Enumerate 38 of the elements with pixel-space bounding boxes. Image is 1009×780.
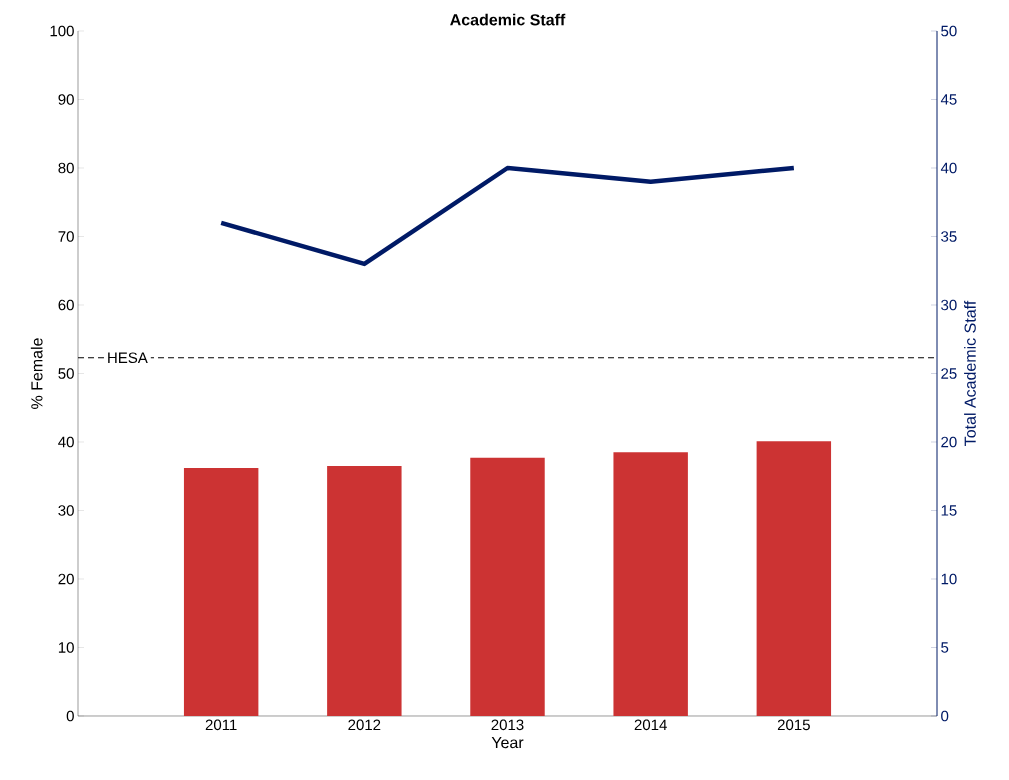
y-axis-title: % Female [30, 338, 43, 409]
y-tick-label: 20 [58, 573, 74, 585]
ref-line-label: HESA [108, 352, 148, 364]
x-tick-label: 2012 [348, 719, 381, 731]
y-tick-label: 30 [58, 505, 74, 516]
y-tick-label: 60 [58, 299, 74, 311]
y-tick-label: 40 [58, 436, 74, 448]
bar [756, 441, 832, 716]
y2-tick-label: 35 [941, 231, 957, 242]
y2-tick-label: 20 [941, 436, 957, 448]
y-tick-label: 50 [58, 368, 74, 379]
y2-tick-label: 40 [940, 162, 957, 174]
y2-tick-label: 15 [941, 505, 957, 516]
y-tick-label: 90 [58, 94, 74, 105]
y2-tick-label: 30 [941, 299, 957, 311]
y2-tick-label: 25 [941, 368, 957, 379]
y2-tick-label: 0 [941, 710, 949, 722]
y2-tick-label: 5 [941, 642, 949, 653]
bar [613, 452, 688, 716]
bar [470, 457, 545, 716]
chart-title: Academic Staff [450, 13, 566, 26]
y2-tick-label: 10 [941, 573, 957, 585]
line-series [218, 165, 797, 267]
y2-tick-label: 45 [940, 94, 957, 105]
y-tick-label: 80 [58, 162, 74, 174]
x-tick-label: 2014 [634, 719, 667, 731]
y2-axis-title: Total Academic Staff [964, 300, 976, 446]
x-tick-label: 2013 [491, 719, 524, 731]
x-tick-label: 2011 [205, 719, 237, 731]
x-axis-title: Year [491, 737, 524, 749]
y2-tick-label: 50 [941, 25, 957, 37]
x-tick-label: 2015 [777, 719, 810, 731]
bar [327, 465, 402, 716]
y-tick-label: 70 [58, 231, 74, 242]
y-tick-label: 10 [58, 642, 74, 653]
y-tick-label: 100 [50, 25, 74, 37]
y-tick-label: 0 [66, 710, 74, 722]
bar [183, 468, 259, 716]
